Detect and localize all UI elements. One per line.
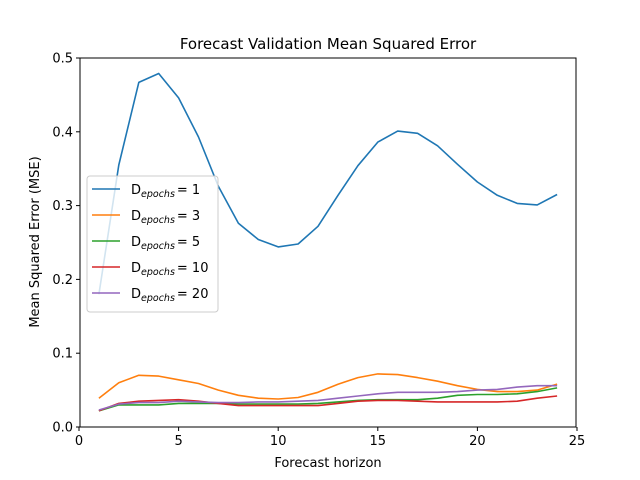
y-tick-label: 0.1 [52,347,73,362]
x-tick-label: 10 [270,434,287,449]
x-axis-title: Forecast horizon [274,456,381,471]
legend: Depochs = 1 Depochs = 3 Depochs = 5 Depochs = 1… [86,175,219,313]
y-tick-label: 0.3 [52,199,73,214]
y-tick-label: 0.4 [52,125,73,140]
x-tick-label: 5 [174,434,182,449]
legend-box [86,175,219,313]
y-axis-title: Mean Squared Error (MSE) [28,156,43,327]
y-tick-label: 0.2 [52,273,73,288]
legend-label-3: Depochs = 5 [131,235,200,252]
series-line-3 [98,387,558,412]
x-tick-label: 25 [569,434,586,449]
plot-lines [98,72,558,412]
y-axis: 0.0 0.1 0.2 0.3 0.4 0.5 [52,52,80,436]
y-tick-label: 0.0 [52,421,73,436]
series-line-4 [98,395,558,412]
series-line-5 [98,384,558,411]
x-axis: 0 5 10 15 20 25 [75,427,585,449]
series-line-1 [98,72,558,295]
chart-title: Forecast Validation Mean Squared Error [180,35,477,53]
legend-label-4: Depochs = 10 [131,261,208,278]
x-tick-label: 0 [75,434,83,449]
y-tick-label: 0.5 [52,52,73,67]
legend-label-2: Depochs = 3 [131,209,200,226]
x-tick-label: 15 [370,434,387,449]
x-tick-label: 20 [469,434,486,449]
legend-label-1: Depochs = 1 [131,183,200,200]
plot-frame [79,57,577,428]
legend-label-5: Depochs = 20 [131,287,208,304]
